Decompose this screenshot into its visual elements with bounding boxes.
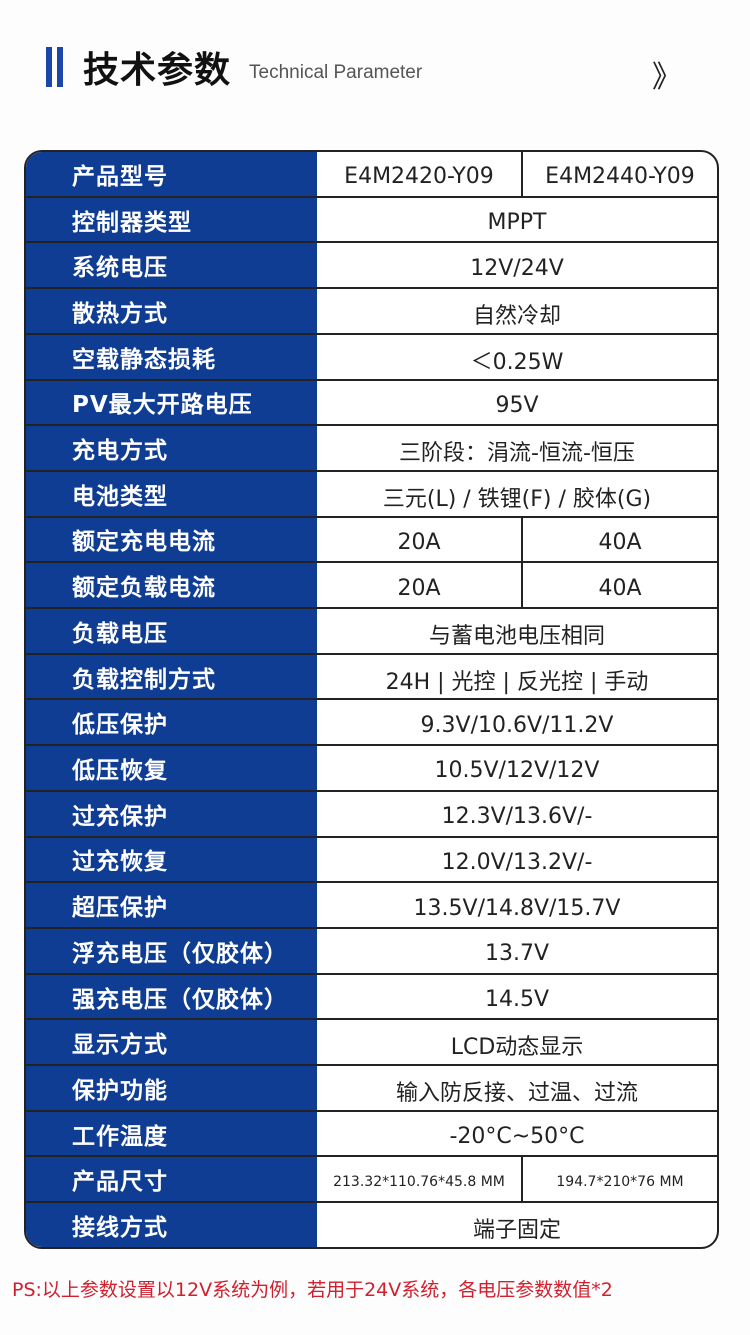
row-value: 13.5V/14.8V/15.7V bbox=[413, 895, 621, 921]
table-row: 低压保护 9.3V/10.6V/11.2V bbox=[26, 698, 717, 745]
row-label: 超压保护 bbox=[26, 883, 317, 927]
table-row: 产品尺寸 213.32*110.76*45.8 MM 194.7*210*76 MM bbox=[26, 1155, 717, 1202]
row-value: 13.7V bbox=[484, 941, 550, 967]
row-value: 40A bbox=[521, 517, 717, 562]
table-row: 充电方式 三阶段：涓流-恒流-恒压 bbox=[26, 424, 717, 470]
row-value: 40A bbox=[521, 563, 717, 608]
table-row: 强充电压（仅胶体） 14.5V bbox=[26, 972, 717, 1019]
table-row: 负载电压 与蓄电池电压相同 bbox=[26, 607, 717, 653]
row-label: 控制器类型 bbox=[26, 197, 317, 242]
double-chevron-right-icon: 》 bbox=[652, 60, 682, 95]
row-value: E4M2440-Y09 bbox=[521, 152, 717, 196]
row-label: 显示方式 bbox=[26, 1020, 317, 1065]
row-label: 过充保护 bbox=[26, 791, 317, 836]
row-value: E4M2420-Y09 bbox=[344, 164, 494, 190]
table-row: 空载静态损耗 ＜0.25W bbox=[26, 332, 717, 379]
row-value: -20°C~50°C bbox=[449, 1124, 585, 1150]
row-label: 浮充电压（仅胶体） bbox=[26, 928, 317, 973]
row-label: 接线方式 bbox=[26, 1203, 317, 1247]
row-value: 与蓄电池电压相同 bbox=[428, 623, 605, 649]
page-subtitle: Technical Parameter bbox=[249, 62, 423, 83]
page-title: 技术参数 bbox=[83, 50, 232, 91]
row-value: 9.3V/10.6V/11.2V bbox=[420, 712, 614, 738]
table-row: 接线方式 端子固定 bbox=[26, 1201, 717, 1247]
table-row: 散热方式 自然冷却 bbox=[26, 287, 717, 333]
table-row: 系统电压 12V/24V bbox=[26, 241, 717, 288]
row-label: 空载静态损耗 bbox=[26, 334, 317, 379]
row-value: 自然冷却 bbox=[472, 303, 561, 329]
table-row: 保护功能 输入防反接、过温、过流 bbox=[26, 1064, 717, 1110]
row-label: 散热方式 bbox=[26, 289, 317, 333]
row-label: 产品尺寸 bbox=[26, 1157, 317, 1202]
section-header: 技术参数 Technical Parameter bbox=[46, 44, 423, 91]
row-value: 14.5V bbox=[484, 987, 550, 1012]
row-value: MPPT bbox=[487, 210, 547, 236]
table-row: 负载控制方式 24H | 光控 | 反光控 | 手动 bbox=[26, 652, 717, 699]
row-label: 强充电压（仅胶体） bbox=[26, 974, 317, 1019]
row-value: 24H | 光控 | 反光控 | 手动 bbox=[385, 669, 649, 695]
row-value: 12.0V/13.2V/- bbox=[441, 849, 593, 875]
row-label: 低压保护 bbox=[26, 700, 317, 745]
row-label: 负载电压 bbox=[26, 609, 317, 653]
row-value: LCD动态显示 bbox=[450, 1035, 584, 1061]
row-label: 过充恢复 bbox=[26, 837, 317, 882]
row-value: 12V/24V bbox=[470, 255, 564, 281]
table-row: 电池类型 三元(L) / 铁锂(F) / 胶体(G) bbox=[26, 469, 717, 516]
row-value: 三元(L) / 铁锂(F) / 胶体(G) bbox=[382, 486, 652, 512]
table-row: 显示方式 LCD动态显示 bbox=[26, 1018, 717, 1065]
row-label: 产品型号 bbox=[26, 152, 317, 196]
table-row: 产品型号 E4M2420-Y09 E4M2440-Y09 bbox=[26, 152, 717, 196]
row-value: 194.7*210*76 MM bbox=[521, 1157, 717, 1202]
table-row: 低压恢复 10.5V/12V/12V bbox=[26, 744, 717, 790]
row-label: 系统电压 bbox=[26, 243, 317, 288]
table-row: 控制器类型 MPPT bbox=[26, 195, 717, 242]
table-row: PV最大开路电压 95V bbox=[26, 378, 717, 425]
spec-table: 产品型号 E4M2420-Y09 E4M2440-Y09 控制器类型 MPPT 系统电压 1… bbox=[24, 150, 719, 1249]
row-value: 20A bbox=[397, 529, 441, 555]
row-label: 充电方式 bbox=[26, 426, 317, 470]
row-label: 工作温度 bbox=[26, 1111, 317, 1156]
row-value: 213.32*110.76*45.8 MM bbox=[333, 1174, 505, 1191]
table-row: 工作温度 -20°C~50°C bbox=[26, 1109, 717, 1156]
table-row: 过充恢复 12.0V/13.2V/- bbox=[26, 835, 717, 882]
row-label: 电池类型 bbox=[26, 471, 317, 516]
row-value: 20A bbox=[397, 575, 441, 601]
row-label: 额定充电电流 bbox=[26, 517, 317, 562]
row-label: 额定负载电流 bbox=[26, 563, 317, 608]
accent-bars-icon bbox=[46, 47, 63, 87]
row-value: 输入防反接、过温、过流 bbox=[395, 1080, 638, 1106]
row-label: 保护功能 bbox=[26, 1066, 317, 1110]
table-row: 超压保护 13.5V/14.8V/15.7V bbox=[26, 881, 717, 927]
row-value: 端子固定 bbox=[472, 1218, 561, 1244]
row-value: ＜0.25W bbox=[470, 349, 564, 375]
row-label: 负载控制方式 bbox=[26, 654, 317, 699]
row-label: PV最大开路电压 bbox=[26, 380, 317, 425]
table-row: 额定负载电流 20A 40A bbox=[26, 561, 717, 608]
row-value: 10.5V/12V/12V bbox=[434, 758, 600, 784]
table-row: 额定充电电流 20A 40A bbox=[26, 515, 717, 562]
table-row: 浮充电压（仅胶体） 13.7V bbox=[26, 926, 717, 973]
row-value: 95V bbox=[495, 392, 539, 418]
row-label: 低压恢复 bbox=[26, 746, 317, 790]
row-value: 12.3V/13.6V/- bbox=[441, 804, 593, 830]
table-row: 过充保护 12.3V/13.6V/- bbox=[26, 789, 717, 836]
row-value: 三阶段：涓流-恒流-恒压 bbox=[399, 441, 635, 467]
footnote: PS:以上参数设置以12V系统为例，若用于24V系统，各电压参数数值*2 bbox=[12, 1279, 613, 1301]
